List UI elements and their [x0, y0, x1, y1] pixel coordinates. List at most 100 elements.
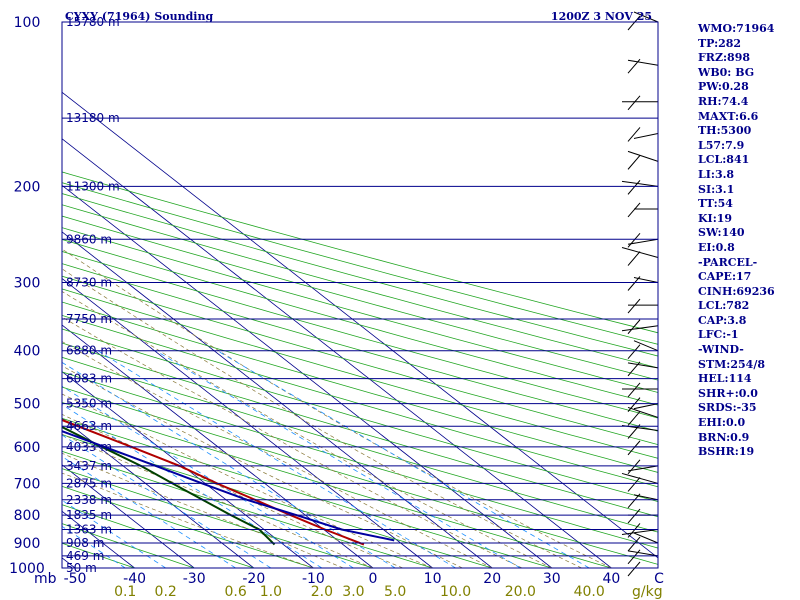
wind-barb	[627, 298, 658, 314]
temperature-tick-label: 10	[424, 571, 442, 587]
height-label: 3437 m	[66, 459, 112, 473]
wind-barb	[627, 276, 659, 291]
index-entry: CAP:3.8	[698, 313, 747, 327]
index-entry: BRN:0.9	[698, 430, 750, 444]
pressure-axis-label: mb	[34, 571, 57, 587]
index-entry: WB0: BG	[698, 65, 755, 79]
height-label: 13180 m	[66, 111, 120, 125]
height-label: 1835 m	[66, 508, 112, 522]
dry-adiabat-line	[62, 434, 494, 568]
dry-adiabat-line	[62, 288, 658, 459]
moist-adiabat-line	[62, 472, 314, 568]
wind-barb	[627, 202, 658, 218]
dry-adiabat-line	[62, 523, 196, 568]
height-label: 2338 m	[66, 493, 112, 507]
index-entry: SI:3.1	[698, 182, 735, 196]
indices-panel: WMO:71964 TP:282 FRZ:898 WB0: BG PW:0.28 RH:7…	[698, 22, 798, 460]
wind-barb	[627, 361, 659, 377]
temperature-unit-label: C	[654, 571, 664, 587]
mixing-ratio-label: 0.1	[114, 584, 136, 600]
dry-adiabat-line	[62, 468, 375, 568]
mixing-ratio-label: 5.0	[384, 584, 406, 600]
wind-barb	[621, 523, 659, 538]
height-label: 5350 m	[66, 397, 112, 411]
isotherm-line	[62, 231, 493, 568]
dry-adiabat-line	[62, 204, 658, 369]
height-label: 908 m	[66, 536, 104, 550]
mixing-ratio-label: 2.0	[311, 584, 333, 600]
wind-barb	[627, 11, 659, 31]
dry-adiabat-line	[62, 193, 658, 357]
dry-adiabat-line	[62, 239, 658, 406]
mixing-ratio-label: 0.2	[155, 584, 177, 600]
index-entry: -WIND-	[698, 343, 744, 357]
mixing-ratio-label: 1.0	[260, 584, 282, 600]
height-label: 11300 m	[66, 179, 120, 193]
index-entry: EI:0.8	[698, 240, 735, 254]
temperature-tick-label: -20	[242, 571, 265, 587]
isotherm-line	[62, 91, 658, 559]
temperature-tick-label: 20	[483, 571, 501, 587]
temperature-tick-label: -30	[183, 571, 206, 587]
height-label: 469 m	[66, 549, 104, 563]
chart-title-left: CYXY (71964) Sounding	[65, 10, 213, 23]
index-entry: LCL:782	[698, 299, 750, 313]
pressure-tick-label: 800	[14, 508, 41, 524]
height-label: 9860 m	[66, 232, 112, 246]
index-entry: LFC:-1	[698, 328, 739, 342]
mixing-ratio-label: 20.0	[505, 584, 536, 600]
wind-barb	[627, 232, 659, 248]
wind-barb	[627, 406, 659, 426]
index-entry: -PARCEL-	[698, 255, 758, 269]
dry-adiabat-line	[62, 417, 554, 568]
index-entry: L57:7.9	[698, 138, 745, 152]
dry-adiabat-line	[62, 301, 658, 473]
dry-adiabat-line	[62, 342, 658, 518]
index-entry: LI:3.8	[698, 167, 735, 181]
dry-adiabat-line	[62, 182, 658, 345]
index-entry: CAPE:17	[698, 270, 752, 284]
wind-barb	[627, 549, 659, 565]
temperature-tick-label: -40	[123, 571, 146, 587]
dewpoint-line	[62, 425, 276, 546]
index-entry: PW:0.28	[698, 80, 749, 94]
pressure-tick-label: 200	[14, 179, 41, 195]
dry-adiabat-line	[62, 215, 658, 381]
height-label: 2875 m	[66, 476, 112, 490]
index-entry: BSHR:19	[698, 445, 755, 459]
index-entry: HEL:114	[698, 372, 752, 386]
index-entry: STM:254/8	[698, 357, 765, 371]
height-label: 1363 m	[66, 522, 112, 536]
index-entry: WMO:71964	[698, 22, 775, 35]
index-entry: SRDS:-35	[698, 401, 757, 415]
dry-adiabat-line	[62, 314, 658, 488]
temperature-tick-label: 30	[543, 571, 561, 587]
wind-barb	[622, 382, 658, 398]
height-label: 4663 m	[66, 419, 112, 433]
pressure-tick-label: 400	[14, 344, 41, 360]
index-entry: FRZ:898	[698, 51, 751, 65]
chart-series	[62, 418, 395, 546]
wind-barb	[627, 340, 659, 360]
dry-adiabat-line	[62, 356, 658, 533]
isotherm-line	[62, 417, 255, 568]
mixing-ratio-label: 10.0	[440, 584, 471, 600]
index-entry: MAXT:6.6	[698, 109, 759, 123]
height-label: 8730 m	[66, 276, 112, 290]
isotherm-line	[62, 138, 612, 568]
height-label: 4033 m	[66, 440, 112, 454]
plot-frame	[61, 21, 659, 569]
pressure-tick-label: 1000	[9, 561, 45, 577]
height-label: 7750 m	[66, 312, 112, 326]
dry-adiabat-line	[62, 386, 658, 565]
dry-adiabat-line	[62, 171, 658, 334]
isotherm-line	[62, 371, 314, 568]
wind-barb	[627, 150, 659, 170]
wind-barb	[621, 319, 659, 335]
height-label: 6083 m	[66, 372, 112, 386]
pressure-tick-label: 100	[14, 15, 41, 31]
pressure-tick-label: 600	[14, 440, 41, 456]
moist-adiabat-line	[62, 433, 374, 568]
height-label: 6880 m	[66, 344, 112, 358]
index-entry: KI:19	[698, 211, 733, 225]
